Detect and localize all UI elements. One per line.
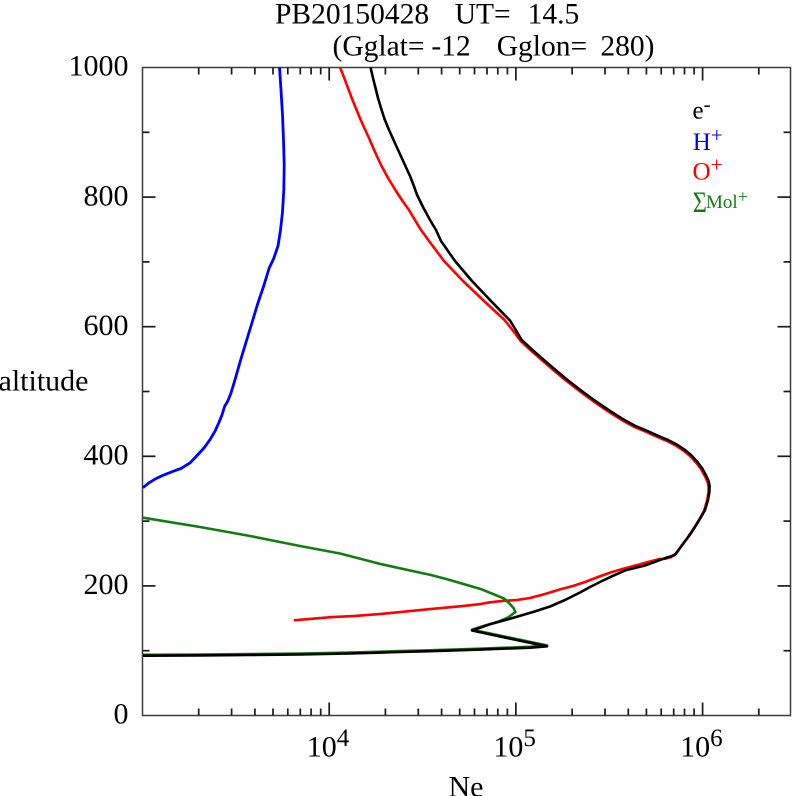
svg-text:600: 600: [84, 309, 129, 342]
svg-text:(Gglat=: (Gglat=: [333, 30, 425, 62]
svg-text:altitude: altitude: [0, 364, 88, 397]
svg-text:800: 800: [84, 179, 129, 212]
svg-text:Σ: Σ: [693, 186, 707, 219]
svg-text:PB20150428: PB20150428: [275, 0, 429, 30]
svg-text:1000: 1000: [69, 50, 129, 83]
svg-text:200: 200: [84, 568, 129, 601]
svg-text:0: 0: [114, 698, 129, 731]
svg-text:-12: -12: [431, 30, 470, 62]
svg-text:Gglon=: Gglon=: [497, 30, 587, 62]
svg-text:14.5: 14.5: [528, 0, 580, 30]
svg-text:280): 280): [600, 30, 654, 62]
svg-text:UT=: UT=: [455, 0, 511, 30]
svg-text:Ne: Ne: [449, 770, 484, 796]
svg-text:400: 400: [84, 439, 129, 472]
